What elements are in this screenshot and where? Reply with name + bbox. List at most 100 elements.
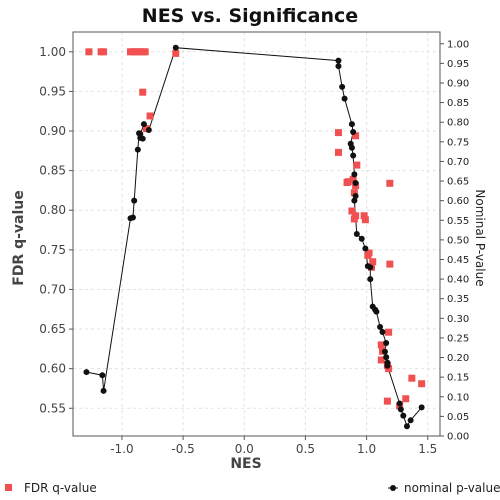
pvalue-point <box>367 264 374 271</box>
fdr-point <box>100 48 108 56</box>
pvalue-point <box>140 121 147 128</box>
y2-tick-label: 0.85 <box>447 98 469 109</box>
x-tick-label: 0.0 <box>235 442 254 456</box>
pvalue-point <box>134 146 141 153</box>
pvalue-point <box>83 369 90 376</box>
x-axis: -1.0 -0.5 0.0 0.5 1.0 1.5 <box>110 436 437 456</box>
fdr-point <box>383 397 391 405</box>
y2-tick-label: 0.95 <box>447 59 469 70</box>
pvalue-point <box>351 197 358 204</box>
y2-tick-label: 0.55 <box>447 216 469 227</box>
pvalue-point <box>397 406 404 413</box>
y-tick-label: 0.75 <box>39 243 66 257</box>
pvalue-point <box>341 95 348 102</box>
fdr-point <box>349 175 357 183</box>
y2-tick-label: 0.20 <box>447 353 469 364</box>
pvalue-point <box>383 354 390 361</box>
pvalue-point <box>145 127 152 134</box>
fdr-point <box>386 179 394 187</box>
pvalue-point <box>131 197 138 204</box>
y2-tick-label: 0.05 <box>447 412 469 423</box>
pvalue-point <box>172 44 179 51</box>
pvalue-point <box>99 372 106 379</box>
pvalue-point <box>400 412 407 419</box>
legend: FDR q-value nominal p-value <box>5 481 500 495</box>
x-axis-label: NES <box>230 456 261 472</box>
pvalue-point <box>137 130 144 137</box>
legend-fdr-label: FDR q-value <box>24 481 97 495</box>
y2-tick-label: 0.30 <box>447 314 469 325</box>
y-tick-label: 0.80 <box>39 203 66 217</box>
legend-pvalue-label: nominal p-value <box>404 481 500 495</box>
y2-tick-label: 0.60 <box>447 196 469 207</box>
fdr-point <box>418 380 426 388</box>
fdr-point <box>139 88 147 96</box>
y-tick-label: 0.95 <box>39 84 66 98</box>
fdr-point <box>141 48 149 56</box>
y-tick-label: 0.90 <box>39 124 66 138</box>
y2-tick-label: 0.25 <box>447 333 469 344</box>
fdr-point <box>385 365 393 373</box>
pvalue-point <box>129 214 136 221</box>
x-tick-label: 1.0 <box>357 442 376 456</box>
plot-frame <box>72 31 441 437</box>
pvalue-point <box>358 235 365 242</box>
point-layer <box>83 44 426 430</box>
y-tick-label: 0.70 <box>39 282 66 296</box>
pvalue-point <box>139 135 146 142</box>
y2-tick-label: 0.35 <box>447 294 469 305</box>
pvalue-point <box>352 192 359 199</box>
pvalue-point <box>350 152 357 159</box>
fdr-point <box>334 148 342 156</box>
fdr-point <box>146 112 154 120</box>
y-axis-right: 0.00 0.05 0.10 0.15 0.20 0.25 0.30 0.35 0.40 0.45… <box>440 39 469 443</box>
chart-title: NES vs. Significance <box>142 5 358 27</box>
fdr-point <box>369 258 377 266</box>
pvalue-point <box>379 329 386 336</box>
fdr-point <box>350 215 358 223</box>
fdr-point <box>402 395 410 403</box>
y-tick-label: 0.85 <box>39 164 66 178</box>
pvalue-point <box>396 400 403 407</box>
y2-tick-label: 0.75 <box>447 137 469 148</box>
fdr-point <box>352 132 360 140</box>
fdr-point <box>353 161 361 169</box>
y-tick-label: 0.55 <box>39 401 66 415</box>
y2-tick-label: 0.50 <box>447 235 469 246</box>
fdr-point <box>364 251 372 259</box>
pvalue-point <box>352 180 359 187</box>
pvalue-point <box>381 348 388 355</box>
y2-axis-label: Nominal P-value <box>473 189 487 286</box>
y-axis-label: FDR q-value <box>11 190 27 286</box>
pvalue-point <box>367 276 374 283</box>
pvalue-point <box>100 387 107 394</box>
pvalue-point <box>373 308 380 315</box>
pvalue-point <box>377 323 384 330</box>
pvalue-point <box>350 129 357 136</box>
fdr-point <box>172 49 180 57</box>
fdr-point <box>385 328 393 336</box>
pvalue-point <box>353 231 360 237</box>
y2-tick-label: 0.90 <box>447 78 469 89</box>
fdr-point <box>350 189 358 197</box>
fdr-point <box>408 374 416 382</box>
pvalue-point <box>362 245 369 252</box>
y-axis-left: 0.55 0.60 0.65 0.70 0.75 0.80 0.85 0.90 0.95 1.00 <box>39 45 73 415</box>
pvalue-point <box>339 83 346 90</box>
fdr-point <box>377 341 385 349</box>
fdr-point <box>386 260 394 268</box>
pvalue-point <box>348 144 355 151</box>
y2-tick-label: 0.65 <box>447 177 469 188</box>
pvalue-point <box>351 171 358 178</box>
y2-tick-label: 1.00 <box>447 39 469 50</box>
pvalue-point <box>418 404 425 411</box>
y2-tick-label: 0.15 <box>447 373 469 384</box>
y2-tick-label: 0.80 <box>447 118 469 129</box>
x-tick-label: 1.5 <box>418 442 437 456</box>
pvalue-point <box>383 340 390 347</box>
pvalue-point <box>348 121 355 128</box>
pvalue-point <box>384 362 391 369</box>
y-tick-label: 1.00 <box>39 45 66 59</box>
